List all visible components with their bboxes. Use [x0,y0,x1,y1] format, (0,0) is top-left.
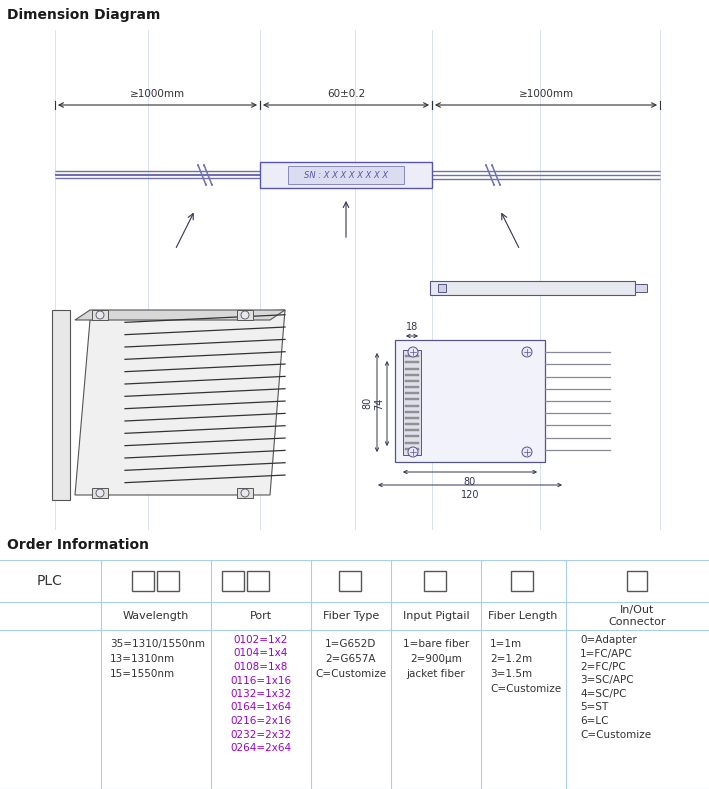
Text: 60±0.2: 60±0.2 [327,89,365,99]
Text: 2=1.2m: 2=1.2m [490,654,532,664]
Text: 0116=1x16: 0116=1x16 [230,675,291,686]
Text: 0102=1x2: 0102=1x2 [234,635,288,645]
Text: ≥1000mm: ≥1000mm [130,89,185,99]
Text: 0264=2x64: 0264=2x64 [230,743,291,753]
Text: In/Out
Connector: In/Out Connector [608,605,666,626]
Circle shape [408,447,418,457]
Text: Order Information: Order Information [7,538,149,552]
Circle shape [96,311,104,319]
Bar [405,417,419,419]
Bar [438,284,446,292]
Text: 1=1m: 1=1m [490,639,522,649]
Text: 6=LC: 6=LC [580,716,608,726]
Text: 0132=1x32: 0132=1x32 [230,689,291,699]
Text: 0232=2x32: 0232=2x32 [230,730,291,739]
Text: 120: 120 [461,490,479,500]
Text: 74: 74 [374,398,384,409]
Bar [424,571,446,591]
Bar [237,488,253,498]
Text: 2=G657A: 2=G657A [325,654,376,664]
Text: SN : X X X X X X X X: SN : X X X X X X X X [304,170,388,180]
Bar [405,386,419,388]
Text: 0216=2x16: 0216=2x16 [230,716,291,726]
Text: C=Customize: C=Customize [490,684,561,694]
Text: 15=1550nm: 15=1550nm [110,669,175,679]
Bar [237,310,253,320]
Circle shape [241,489,249,497]
Text: 1=G652D: 1=G652D [325,639,376,649]
Text: 80: 80 [362,396,372,409]
Bar [430,281,635,295]
Text: 3=1.5m: 3=1.5m [490,669,532,679]
Text: 0108=1x8: 0108=1x8 [234,662,288,672]
Text: Dimension Diagram: Dimension Diagram [7,8,160,22]
Text: 2=FC/PC: 2=FC/PC [580,662,626,672]
Text: PLC: PLC [37,574,63,588]
Bar [405,361,419,364]
Bar [403,350,421,455]
Circle shape [96,489,104,497]
Text: Fiber Type: Fiber Type [323,611,379,621]
Text: 0104=1x4: 0104=1x4 [234,649,288,659]
Bar [405,448,419,450]
Bar [627,571,647,591]
Text: 35=1310/1550nm: 35=1310/1550nm [110,639,205,649]
Bar [405,423,419,425]
Bar [511,571,533,591]
Circle shape [408,347,418,357]
Text: 13=1310nm: 13=1310nm [110,654,175,664]
Bar [405,398,419,400]
Text: Wavelength: Wavelength [123,611,189,621]
Circle shape [522,447,532,457]
Bar [92,488,108,498]
Bar [157,571,179,591]
Text: Port: Port [250,611,272,621]
Circle shape [241,311,249,319]
Bar [339,571,361,591]
Text: 0=Adapter: 0=Adapter [580,635,637,645]
Bar [132,571,154,591]
Bar [395,340,545,462]
Bar [405,374,419,376]
Bar [52,310,70,500]
Text: 80: 80 [464,477,476,487]
Bar [405,436,419,437]
Text: jacket fiber: jacket fiber [407,669,465,679]
Bar [405,392,419,394]
Bar [288,166,404,184]
Polygon shape [75,310,285,320]
Bar [405,411,419,413]
Text: 18: 18 [406,322,418,332]
Text: 4=SC/PC: 4=SC/PC [580,689,627,699]
Bar [405,429,419,432]
Text: 1=bare fiber: 1=bare fiber [403,639,469,649]
Text: Input Pigtail: Input Pigtail [403,611,469,621]
Bar [247,571,269,591]
Text: 1=FC/APC: 1=FC/APC [580,649,633,659]
Text: 3=SC/APC: 3=SC/APC [580,675,634,686]
Text: Fiber Length: Fiber Length [489,611,558,621]
Text: C=Customize: C=Customize [316,669,386,679]
Bar [222,571,244,591]
Polygon shape [75,310,285,495]
Bar [635,284,647,292]
Text: 5=ST: 5=ST [580,702,608,712]
Bar [405,368,419,369]
Bar [405,380,419,382]
Bar [405,355,419,357]
Text: ≥1000mm: ≥1000mm [518,89,574,99]
Bar [405,405,419,406]
Bar [260,162,432,188]
Circle shape [522,347,532,357]
Bar [92,310,108,320]
Text: C=Customize: C=Customize [580,730,651,739]
Bar [405,442,419,443]
Text: 2=900μm: 2=900μm [410,654,462,664]
Text: 0164=1x64: 0164=1x64 [230,702,291,712]
